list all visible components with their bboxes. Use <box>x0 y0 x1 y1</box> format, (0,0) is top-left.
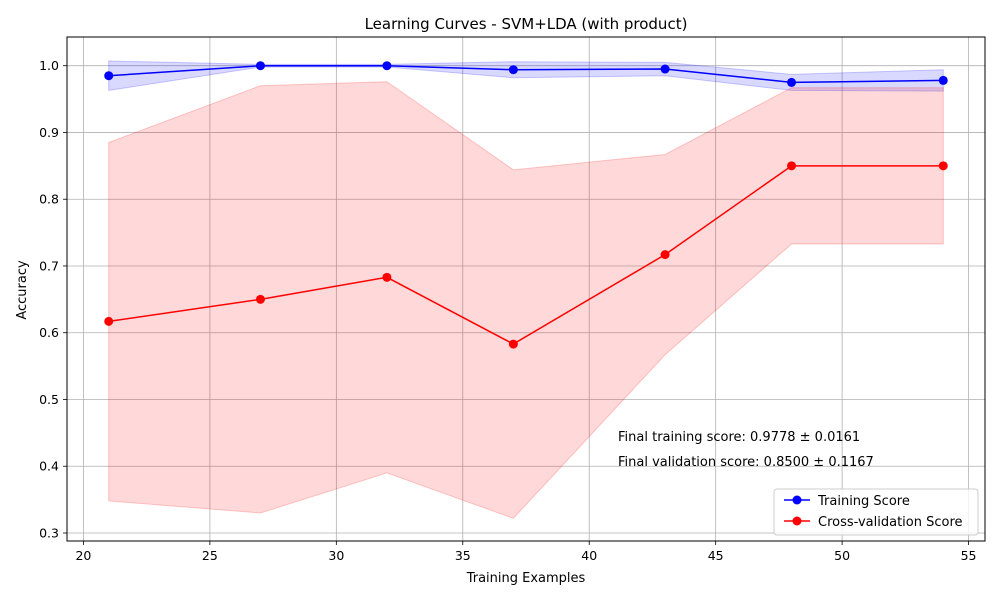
training-score-point <box>938 75 948 85</box>
training-score-point <box>382 61 392 71</box>
validation-score-point <box>660 250 670 260</box>
x-tick-label: 35 <box>455 548 471 563</box>
validation-score-point <box>382 272 392 282</box>
y-tick-label: 0.5 <box>39 392 59 407</box>
legend-training-swatch-marker <box>792 495 802 505</box>
training-confidence-band <box>108 60 944 92</box>
final-training-score-annotation: Final training score: 0.9778 ± 0.0161 <box>618 430 860 445</box>
training-score-point <box>508 65 518 75</box>
plot-frame <box>66 36 986 542</box>
axis-ticks: 20 25 30 35 40 45 50 55 0.3 0.4 0.5 0.6 0.7 0.8 0.9 1.0 <box>39 58 976 563</box>
x-tick-label: 30 <box>328 548 344 563</box>
validation-score-point <box>255 294 265 304</box>
x-tick-label: 55 <box>961 548 977 563</box>
y-tick-label: 0.6 <box>39 325 59 340</box>
y-tick-label: 0.7 <box>39 258 59 273</box>
x-axis-label: Training Examples <box>466 571 586 586</box>
y-tick-label: 0.8 <box>39 192 59 207</box>
validation-score-point <box>787 161 797 171</box>
validation-score-point <box>104 316 114 326</box>
y-tick-label: 0.3 <box>39 525 59 540</box>
legend-validation-swatch-marker <box>792 516 802 526</box>
y-tick-label: 0.4 <box>39 459 59 474</box>
x-tick-label: 50 <box>834 548 850 563</box>
training-score-point <box>787 77 797 87</box>
y-tick-label: 0.9 <box>39 125 59 140</box>
legend: Training Score Cross-validation Score <box>773 488 979 536</box>
x-tick-label: 25 <box>202 548 218 563</box>
x-tick-label: 45 <box>708 548 724 563</box>
legend-training-label: Training Score <box>817 494 910 509</box>
training-score-point <box>660 64 670 74</box>
legend-validation-label: Cross-validation Score <box>818 515 963 530</box>
validation-score-point <box>938 161 948 171</box>
y-tick-label: 1.0 <box>39 58 59 73</box>
x-tick-label: 40 <box>581 548 597 563</box>
series-points <box>104 61 948 349</box>
x-tick-label: 20 <box>75 548 91 563</box>
final-validation-score-annotation: Final validation score: 0.8500 ± 0.1167 <box>618 455 874 470</box>
legend-box <box>773 488 979 536</box>
confidence-bands <box>108 60 944 519</box>
validation-confidence-band <box>108 81 944 519</box>
training-score-point <box>255 61 265 71</box>
grid <box>67 37 985 541</box>
chart-title: Learning Curves - SVM+LDA (with product) <box>365 15 688 33</box>
validation-score-point <box>508 339 518 349</box>
y-axis-label: Accuracy <box>15 260 30 320</box>
training-score-point <box>104 71 114 81</box>
